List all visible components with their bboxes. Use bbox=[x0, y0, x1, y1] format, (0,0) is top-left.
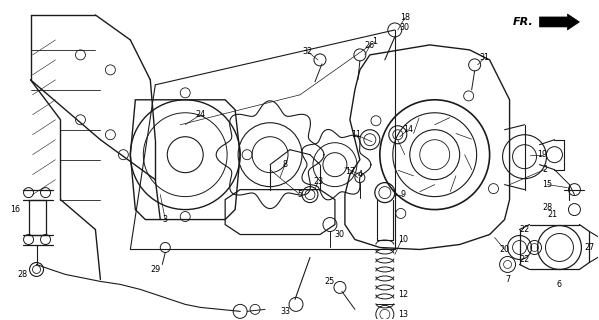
Text: 5: 5 bbox=[298, 190, 302, 199]
Text: FR.: FR. bbox=[513, 17, 534, 27]
Text: 31: 31 bbox=[480, 53, 489, 62]
Text: 18: 18 bbox=[400, 13, 410, 22]
Text: 22: 22 bbox=[519, 255, 530, 264]
Text: 33: 33 bbox=[280, 307, 290, 316]
Text: 2: 2 bbox=[542, 165, 547, 174]
Text: 7: 7 bbox=[505, 275, 510, 284]
Text: 4: 4 bbox=[358, 170, 362, 179]
Text: 13: 13 bbox=[398, 310, 408, 319]
Text: 21: 21 bbox=[547, 210, 558, 219]
Text: 15: 15 bbox=[543, 180, 552, 189]
Text: 10: 10 bbox=[398, 235, 408, 244]
Text: 6: 6 bbox=[557, 280, 562, 289]
Text: 24: 24 bbox=[195, 110, 205, 119]
FancyArrow shape bbox=[540, 14, 579, 30]
Text: 26: 26 bbox=[365, 41, 375, 51]
Text: 30: 30 bbox=[335, 230, 345, 239]
Text: 8: 8 bbox=[283, 160, 288, 169]
Text: 17: 17 bbox=[345, 167, 355, 176]
Text: 20: 20 bbox=[500, 245, 510, 254]
Text: 19: 19 bbox=[537, 150, 547, 159]
Text: 27: 27 bbox=[584, 243, 595, 252]
Text: 30: 30 bbox=[400, 23, 410, 32]
Text: 25: 25 bbox=[325, 277, 335, 286]
Text: 29: 29 bbox=[150, 265, 161, 274]
Text: 11: 11 bbox=[351, 130, 361, 139]
Text: 16: 16 bbox=[11, 205, 20, 214]
Text: 12: 12 bbox=[398, 290, 408, 299]
Text: 14: 14 bbox=[403, 125, 413, 134]
Text: 1: 1 bbox=[373, 37, 377, 46]
Text: 23: 23 bbox=[313, 177, 323, 186]
Text: 32: 32 bbox=[303, 47, 313, 56]
Text: 3: 3 bbox=[163, 215, 168, 224]
Text: 9: 9 bbox=[400, 190, 406, 199]
Text: 28: 28 bbox=[17, 270, 28, 279]
Text: 28: 28 bbox=[543, 203, 552, 212]
Text: 22: 22 bbox=[519, 225, 530, 234]
